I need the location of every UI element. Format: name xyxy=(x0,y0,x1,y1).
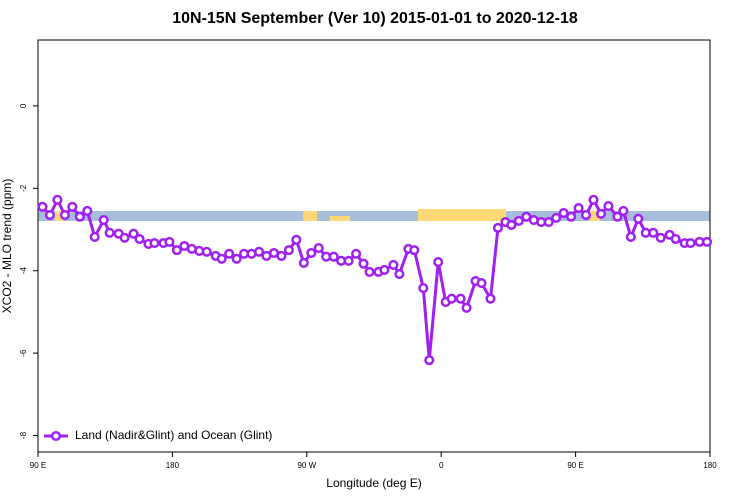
data-point xyxy=(685,238,696,249)
y-tick-label: 0 xyxy=(19,103,28,108)
data-point xyxy=(104,227,115,238)
data-point xyxy=(128,228,139,239)
data-point xyxy=(343,255,354,266)
data-point xyxy=(476,278,487,289)
data-point xyxy=(492,222,503,233)
data-point xyxy=(59,210,70,221)
data-point xyxy=(379,264,390,275)
data-point xyxy=(543,217,554,228)
data-point xyxy=(409,245,420,256)
data-point xyxy=(424,355,435,366)
data-point xyxy=(655,232,666,243)
data-point xyxy=(388,259,399,271)
land-ocean-strip xyxy=(38,209,710,221)
x-tick-label: 180 xyxy=(703,461,717,470)
data-point xyxy=(231,253,242,264)
y-tick-label: -2 xyxy=(19,184,28,192)
data-point xyxy=(461,302,472,313)
data-point xyxy=(588,194,599,205)
data-point xyxy=(291,234,302,245)
land-area xyxy=(55,211,63,221)
data-point xyxy=(224,248,235,259)
data-point xyxy=(98,214,109,226)
y-tick-label: -6 xyxy=(19,349,28,357)
data-point xyxy=(618,205,629,217)
data-point xyxy=(633,213,644,224)
plot-frame xyxy=(37,39,711,453)
data-point xyxy=(44,210,55,221)
land-area xyxy=(590,211,600,221)
data-point xyxy=(89,231,100,242)
data-point xyxy=(558,207,569,219)
data-point xyxy=(670,233,681,245)
data-point xyxy=(573,203,584,214)
data-point xyxy=(313,243,324,254)
data-point xyxy=(603,200,614,212)
data-point xyxy=(149,238,160,249)
data-line xyxy=(41,196,708,361)
data-point xyxy=(37,201,48,212)
data-point xyxy=(358,258,369,269)
data-point xyxy=(648,227,659,238)
legend-marker xyxy=(50,430,62,442)
data-point xyxy=(74,211,85,222)
data-point xyxy=(446,293,457,304)
legend-label: Land (Nadir&Glint) and Ocean (Glint) xyxy=(75,428,272,442)
ocean-band xyxy=(38,211,710,221)
data-point xyxy=(283,245,294,256)
data-point xyxy=(171,245,182,256)
data-point xyxy=(418,282,429,294)
data-point xyxy=(701,236,713,247)
data-point xyxy=(298,257,309,268)
data-point xyxy=(625,231,636,242)
y-tick-label: -4 xyxy=(19,267,28,275)
data-point xyxy=(394,268,405,280)
data-point xyxy=(119,232,130,243)
data-point xyxy=(581,210,592,221)
data-point xyxy=(351,248,362,259)
x-tick-label: 90 W xyxy=(297,461,316,470)
data-point xyxy=(201,246,212,257)
data-point xyxy=(506,219,517,231)
data-point xyxy=(433,257,444,268)
data-point xyxy=(328,251,339,262)
data-point xyxy=(216,253,227,264)
data-point xyxy=(67,201,78,212)
data-point xyxy=(253,246,265,257)
data-point xyxy=(566,211,577,222)
y-tick-label: -8 xyxy=(19,431,28,439)
data-point xyxy=(595,208,607,219)
data-point xyxy=(52,194,63,205)
data-point xyxy=(134,233,145,245)
data-point xyxy=(612,211,623,222)
y-axis-label: XCO2 - MLO trend (ppm) xyxy=(0,179,14,314)
x-axis-label: Longitude (deg E) xyxy=(326,476,421,490)
land-area xyxy=(303,211,317,221)
data-point xyxy=(485,293,496,304)
data-point xyxy=(164,236,175,247)
data-point xyxy=(364,266,375,278)
chart-title: 10N-15N September (Ver 10) 2015-01-01 to… xyxy=(172,10,578,27)
data-point xyxy=(551,212,562,224)
land-area xyxy=(330,216,350,221)
x-tick-label: 180 xyxy=(166,461,180,470)
x-tick-label: 0 xyxy=(439,461,444,470)
data-point xyxy=(82,205,93,217)
data-point xyxy=(306,247,317,259)
data-point xyxy=(455,293,466,304)
x-tick-label: 90 E xyxy=(30,461,46,470)
data-point xyxy=(276,250,287,261)
data-point xyxy=(513,215,524,226)
x-tick-label: 90 E xyxy=(567,461,583,470)
land-area xyxy=(418,209,506,221)
